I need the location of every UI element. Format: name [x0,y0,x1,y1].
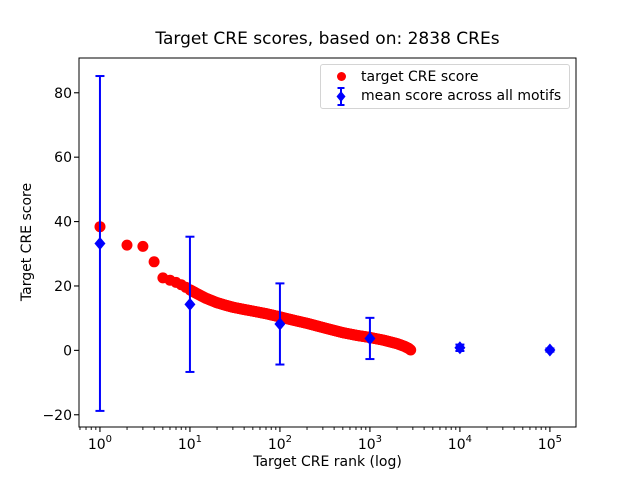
mean-score-diamond [364,331,376,345]
blue-diamond-errorbar-marker-icon [321,86,361,107]
legend: target CRE score mean score across all m… [320,64,570,109]
target-score-dot [405,344,417,356]
x-tick-label: 101 [178,434,202,453]
target-score-dot [148,256,160,268]
legend-item-mean-score: mean score across all motifs [321,86,569,106]
series-target-cre-score [94,221,417,356]
red-circle-marker-icon [321,72,361,81]
x-axis: 100 101 102 103 104 105 [79,427,562,453]
x-tick-label: 104 [448,434,472,453]
mean-score-diamond [544,343,556,357]
series-mean-score [94,75,556,412]
y-tick-label: 40 [54,215,72,231]
y-tick-label: −20 [42,408,72,424]
axes-frame [78,57,577,428]
x-tick-label: 105 [538,434,562,453]
x-axis-label: Target CRE rank (log) [253,454,402,470]
target-score-dot [137,240,149,252]
y-axis-label: Target CRE score [19,182,35,302]
legend-label-mean-score: mean score across all motifs [361,88,562,104]
y-tick-label: 80 [54,86,72,102]
legend-label-target-cre-score: target CRE score [361,68,479,85]
mean-score-diamond [94,236,106,250]
legend-item-target-cre-score: target CRE score [321,67,569,86]
chart-title: Target CRE scores, based on: 2838 CREs [155,29,500,49]
y-tick-label: 0 [63,343,72,359]
x-tick-label: 102 [268,434,292,453]
y-axis: −20 0 20 40 60 80 [42,86,79,424]
mean-score-diamond [184,297,196,311]
x-tick-label: 100 [88,434,112,453]
target-score-dot [121,239,133,251]
y-tick-label: 60 [54,150,72,166]
x-tick-label: 103 [358,434,382,453]
y-tick-label: 20 [54,279,72,295]
mean-score-diamond [454,341,466,355]
mean-score-diamond [274,317,286,331]
